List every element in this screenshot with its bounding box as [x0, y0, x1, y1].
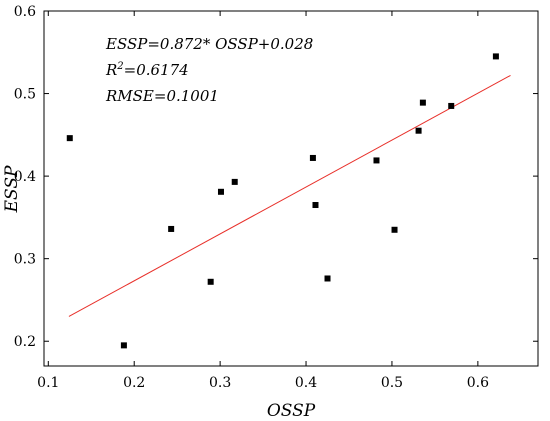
data-point [373, 157, 380, 164]
equation-annotation: ESSP=0.872* OSSP+0.028 [105, 35, 313, 53]
x-tick-label: 0.5 [381, 375, 403, 391]
data-point [120, 342, 127, 349]
x-tick-label: 0.3 [209, 375, 231, 391]
x-tick-label: 0.2 [123, 375, 145, 391]
x-tick-label: 0.6 [467, 375, 489, 391]
data-point [207, 278, 214, 285]
data-point [312, 202, 319, 209]
r2-value: =0.6174 [124, 61, 189, 79]
x-axis-title: OSSP [267, 401, 316, 421]
y-axis-title: ESSP [2, 165, 22, 213]
data-point [448, 102, 455, 109]
data-point [66, 135, 73, 142]
data-point [419, 99, 426, 106]
r2-prefix: R [105, 61, 117, 79]
data-point [391, 226, 398, 233]
x-tick-label: 0.1 [37, 375, 59, 391]
y-tick-label: 0.4 [14, 169, 36, 185]
x-tick-label: 0.4 [295, 375, 317, 391]
r2-annotation: R2=0.6174 [105, 61, 189, 79]
y-tick-label: 0.5 [14, 87, 36, 103]
data-points-layer [66, 53, 499, 349]
y-tick-label: 0.3 [14, 252, 36, 268]
regression-line-layer [68, 74, 511, 317]
data-point [309, 154, 316, 161]
regression-line [68, 74, 511, 317]
rmse-annotation: RMSE=0.1001 [105, 87, 219, 105]
y-tick-label: 0.6 [14, 4, 36, 20]
plot-frame [43, 10, 539, 367]
data-point [231, 178, 238, 185]
y-tick-label: 0.2 [14, 334, 36, 350]
data-point [492, 53, 499, 60]
data-point [168, 225, 175, 232]
x-axis-ticks: 0.1 0.2 0.3 0.4 0.5 0.6 [37, 11, 489, 391]
r2-superscript: 2 [116, 61, 123, 72]
data-point [415, 127, 422, 134]
y-axis-ticks: 0.2 0.3 0.4 0.5 0.6 [14, 4, 538, 350]
data-point [324, 275, 331, 282]
data-point [217, 188, 224, 195]
